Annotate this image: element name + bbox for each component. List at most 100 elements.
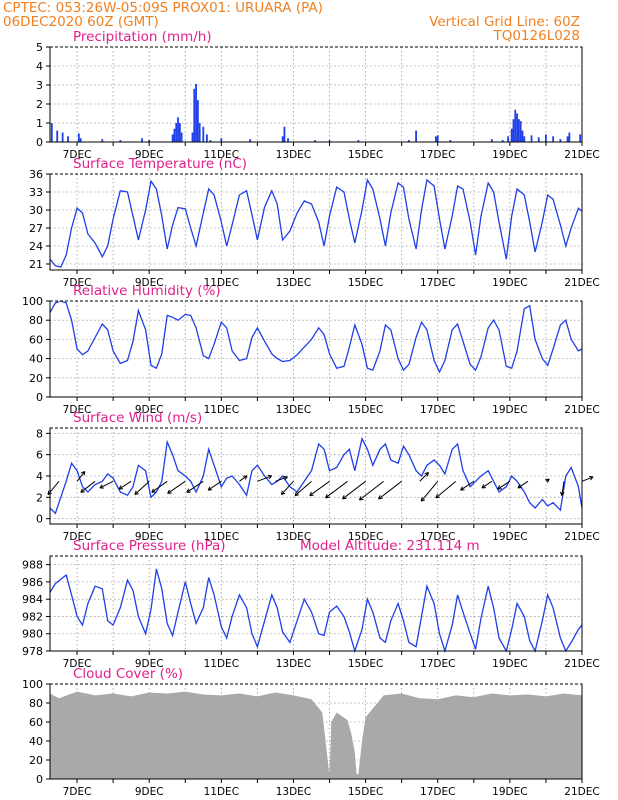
y-tick-label: 27 [29, 222, 43, 235]
y-tick-label: 8 [36, 427, 43, 440]
x-tick-label: 21DEC [564, 277, 599, 289]
header-model-id: TQ0126L028 [493, 28, 580, 44]
panel-frame [49, 555, 583, 652]
header-line1: CPTEC: 053:26W-05:09S PROX01: URUARA (PA… [3, 0, 323, 16]
wind-arrow [280, 480, 294, 496]
panel-title: Surface Wind (m/s) [73, 410, 202, 426]
y-tick-label: 21 [29, 258, 43, 271]
panel-1: 0 1 2 3 4 5 7DEC 9DEC 11DEC 13DEC 15DEC 17DEC 19DEC 2… [36, 29, 600, 161]
x-tick-label: 11DEC [204, 658, 239, 670]
series-line [49, 568, 583, 654]
y-tick-label: 30 [29, 204, 43, 217]
y-tick-label: 984 [22, 593, 43, 606]
precip-bar [530, 135, 533, 142]
y-tick-label: 20 [29, 754, 43, 767]
x-tick-label: 9DEC [135, 277, 164, 289]
panel-2: 21 24 27 30 33 36 7DEC 9DEC 11DEC 13DEC 15DEC 17DEC… [29, 156, 600, 289]
y-tick-label: 0 [36, 513, 43, 526]
precip-bar [512, 119, 515, 142]
y-tick-label: 980 [22, 628, 43, 641]
precip-bar [519, 121, 522, 142]
precip-bar [202, 126, 205, 142]
y-tick-label: 6 [36, 449, 43, 462]
wind-arrow [118, 480, 132, 490]
precip-bar [283, 126, 286, 142]
precip-bar [314, 140, 316, 142]
precip-bar [516, 113, 518, 142]
precip-bar [287, 138, 289, 142]
y-tick-label: 982 [22, 610, 43, 623]
x-tick-label: 7DEC [63, 149, 92, 161]
wind-arrow [257, 474, 273, 482]
x-tick-label: 7DEC [63, 404, 92, 416]
x-tick-label: 7DEC [63, 277, 92, 289]
header-grid-note: Vertical Grid Line: 60Z [429, 14, 580, 30]
x-tick-label: 15DEC [348, 277, 383, 289]
wind-arrow [80, 480, 96, 493]
x-tick-label: 15DEC [348, 786, 383, 798]
y-tick-label: 100 [22, 678, 43, 691]
wind-arrow [207, 480, 222, 491]
x-tick-label: 21DEC [564, 404, 599, 416]
panel-frame [49, 173, 583, 271]
panel-5: 978 980 982 984 986 988 7DEC 9DEC 11DEC 13DEC 15DE… [22, 538, 600, 670]
x-tick-label: 7DEC [63, 531, 92, 543]
y-tick-label: 60 [29, 716, 43, 729]
panel-6: 0 20 40 60 80 100 7DEC 9DEC 11DEC 13DEC 15DEC 17DEC… [22, 666, 600, 798]
x-tick-label: 9DEC [135, 404, 164, 416]
precip-bar [175, 123, 178, 142]
wind-arrow [435, 480, 457, 499]
y-tick-label: 0 [36, 136, 43, 149]
wind-arrow [358, 480, 384, 501]
y-tick-label: 0 [36, 391, 43, 404]
y-tick-label: 20 [29, 372, 43, 385]
x-tick-label: 11DEC [204, 277, 239, 289]
precip-bar [415, 130, 417, 142]
x-tick-label: 17DEC [420, 531, 455, 543]
y-tick-label: 3 [36, 79, 43, 92]
x-tick-label: 17DEC [420, 277, 455, 289]
y-tick-label: 4 [36, 60, 43, 73]
precip-bar [101, 139, 104, 142]
model-altitude: Model Altitude: 231.114 m [300, 538, 480, 554]
x-tick-label: 13DEC [276, 277, 311, 289]
series-line [49, 436, 583, 515]
y-tick-label: 80 [29, 697, 43, 710]
x-tick-label: 11DEC [204, 531, 239, 543]
precip-bar [510, 128, 513, 142]
precip-bar [171, 134, 174, 142]
x-tick-label: 21DEC [564, 658, 599, 670]
precip-bar [537, 137, 540, 142]
wind-arrow [186, 480, 204, 493]
precip-bar [67, 136, 69, 142]
panel-frame [49, 46, 583, 143]
precip-bar [177, 117, 179, 142]
x-tick-label: 11DEC [204, 404, 239, 416]
x-tick-label: 17DEC [420, 786, 455, 798]
precip-bar [328, 140, 331, 142]
x-tick-label: 9DEC [135, 531, 164, 543]
panel-title: Precipitation (mm/h) [73, 29, 212, 45]
x-tick-label: 21DEC [564, 786, 599, 798]
x-tick-label: 9DEC [135, 658, 164, 670]
wind-arrow [460, 480, 475, 491]
precip-bar [435, 136, 437, 142]
precip-bar [50, 123, 53, 142]
precip-bar [449, 140, 452, 142]
wind-arrow [239, 475, 248, 482]
panel-3: 0 20 40 60 80 100 7DEC 9DEC 11DEC 13DEC 15DEC 17DEC… [22, 283, 600, 416]
precip-bar [196, 100, 199, 142]
x-tick-label: 17DEC [420, 149, 455, 161]
wind-arrow [497, 480, 511, 490]
precip-bar [56, 130, 59, 142]
precip-bar [436, 135, 439, 142]
precip-bar [178, 123, 181, 142]
precip-bar [545, 134, 547, 142]
y-tick-label: 36 [29, 168, 43, 181]
wind-arrow [517, 480, 529, 489]
y-tick-label: 100 [22, 295, 43, 308]
panel-title: Surface Pressure (hPa) [73, 538, 226, 554]
wind-arrow [325, 480, 348, 499]
x-tick-label: 19DEC [492, 786, 527, 798]
